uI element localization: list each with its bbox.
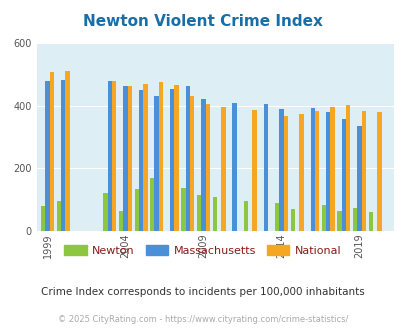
Bar bbox=[279, 109, 283, 231]
Bar bbox=[290, 209, 294, 231]
Bar bbox=[356, 126, 361, 231]
Bar bbox=[221, 108, 225, 231]
Bar bbox=[158, 82, 163, 231]
Bar bbox=[45, 82, 49, 231]
Bar bbox=[361, 111, 365, 231]
Bar bbox=[330, 107, 334, 231]
Bar bbox=[112, 81, 116, 231]
Bar bbox=[41, 206, 45, 231]
Bar bbox=[127, 85, 132, 231]
Bar bbox=[181, 188, 185, 231]
Bar bbox=[49, 72, 54, 231]
Bar bbox=[376, 112, 381, 231]
Bar bbox=[310, 108, 314, 231]
Bar bbox=[201, 99, 205, 231]
Bar bbox=[154, 96, 158, 231]
Bar bbox=[61, 80, 65, 231]
Bar bbox=[119, 211, 123, 231]
Bar bbox=[143, 84, 147, 231]
Bar bbox=[274, 203, 279, 231]
Bar bbox=[134, 189, 139, 231]
Bar bbox=[205, 104, 209, 231]
Bar bbox=[232, 103, 236, 231]
Bar bbox=[337, 211, 341, 231]
Bar bbox=[252, 110, 256, 231]
Bar bbox=[107, 82, 112, 231]
Bar bbox=[150, 178, 154, 231]
Bar bbox=[139, 90, 143, 231]
Bar bbox=[321, 205, 325, 231]
Bar bbox=[243, 201, 247, 231]
Bar bbox=[298, 114, 303, 231]
Bar bbox=[123, 86, 127, 231]
Text: Newton Violent Crime Index: Newton Violent Crime Index bbox=[83, 14, 322, 29]
Bar bbox=[103, 193, 107, 231]
Bar bbox=[65, 71, 69, 231]
Bar bbox=[56, 201, 61, 231]
Bar bbox=[352, 209, 356, 231]
Bar bbox=[185, 86, 190, 231]
Bar bbox=[190, 96, 194, 231]
Bar bbox=[170, 89, 174, 231]
Bar bbox=[341, 119, 345, 231]
Bar bbox=[345, 105, 350, 231]
Bar bbox=[283, 116, 287, 231]
Bar bbox=[263, 104, 267, 231]
Bar bbox=[212, 197, 216, 231]
Bar bbox=[196, 195, 201, 231]
Bar bbox=[368, 212, 372, 231]
Bar bbox=[174, 85, 178, 231]
Text: Crime Index corresponds to incidents per 100,000 inhabitants: Crime Index corresponds to incidents per… bbox=[41, 287, 364, 297]
Bar bbox=[314, 111, 318, 231]
Bar bbox=[325, 113, 330, 231]
Legend: Newton, Massachusetts, National: Newton, Massachusetts, National bbox=[60, 241, 345, 260]
Text: © 2025 CityRating.com - https://www.cityrating.com/crime-statistics/: © 2025 CityRating.com - https://www.city… bbox=[58, 315, 347, 324]
